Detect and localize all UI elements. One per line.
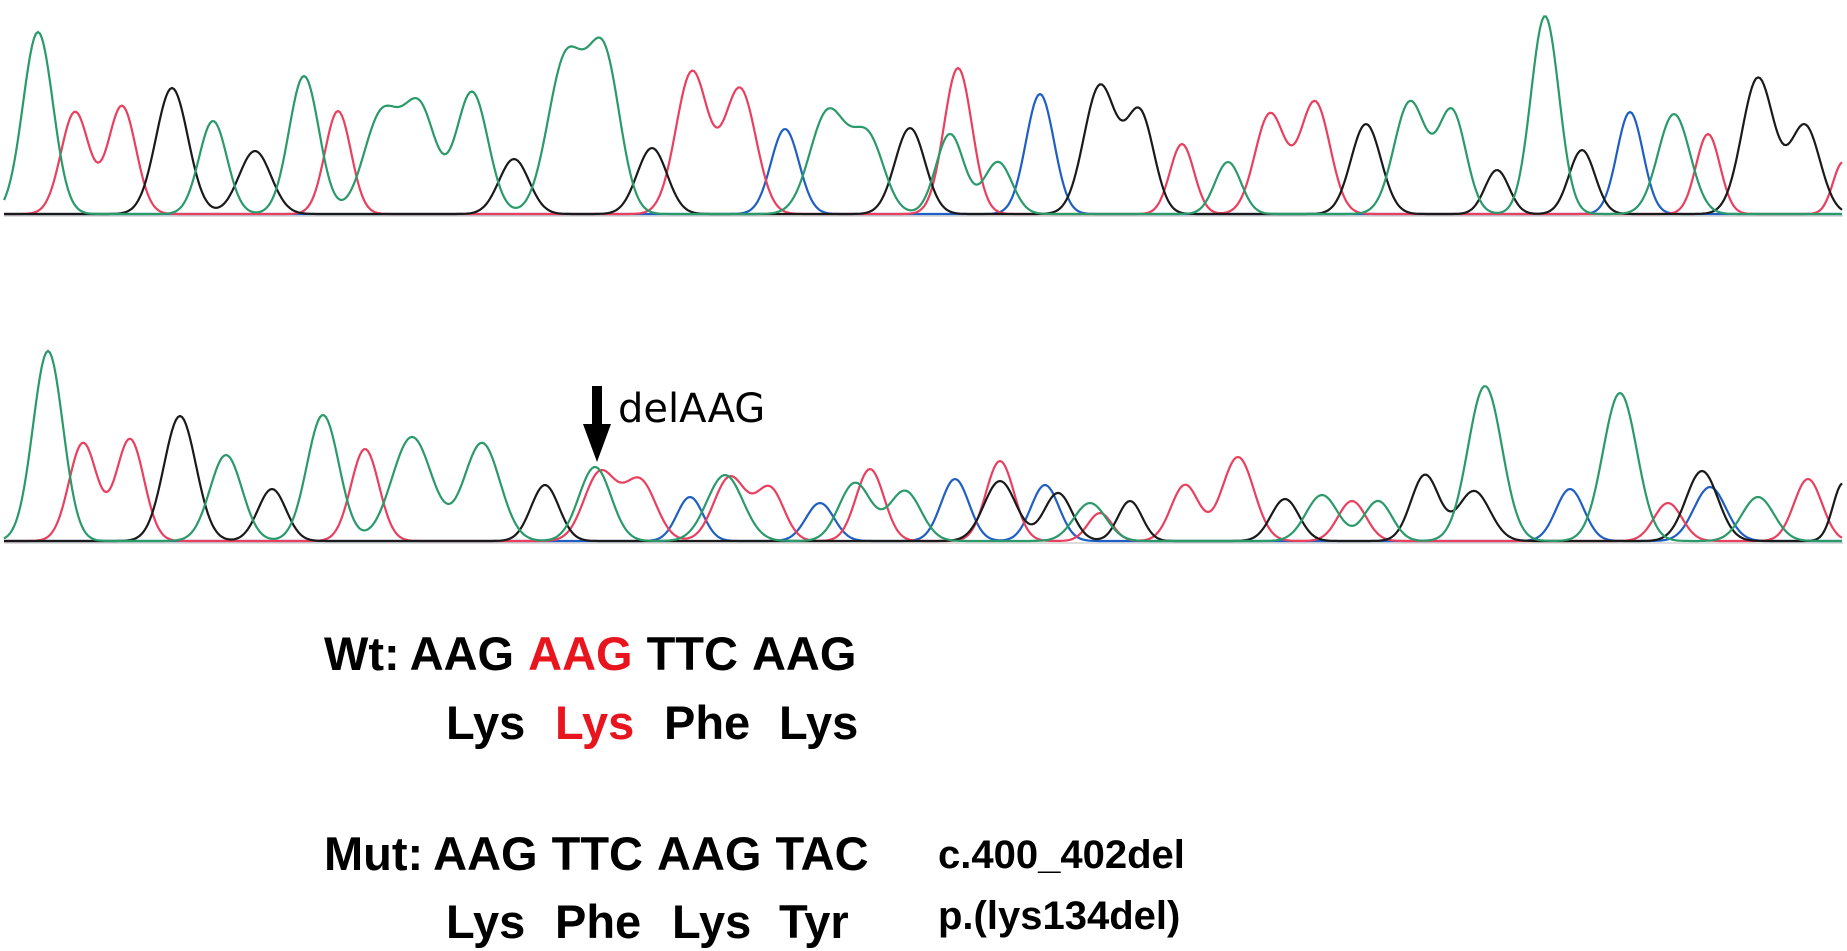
wildtype-aminoacid-row: Lys Lys Phe Lys bbox=[0, 699, 1847, 749]
mutant-label: Mut: bbox=[324, 827, 424, 880]
wildtype-aminoacid: Lys bbox=[555, 696, 635, 749]
trace-C bbox=[4, 478, 1842, 543]
wildtype-codon: AAG bbox=[409, 627, 515, 680]
mutant-chromatogram bbox=[3, 349, 1843, 544]
mutant-codon: TAC bbox=[775, 827, 869, 880]
mutant-codon: AAG bbox=[433, 827, 538, 880]
wildtype-aminoacid: Phe bbox=[664, 696, 751, 749]
mutant-codon-row: Mut: AAG TTC AAG TAC bbox=[324, 830, 883, 877]
mutant-aminoacid: Tyr bbox=[779, 895, 849, 948]
mutant-aminoacid: Phe bbox=[555, 895, 642, 948]
wildtype-codon-row: Wt: AAG AAG TTC AAG bbox=[324, 630, 870, 677]
wildtype-codon: TTC bbox=[646, 627, 738, 680]
deletion-arrow-icon bbox=[583, 386, 611, 462]
trace-A bbox=[3, 349, 1842, 543]
trace-G bbox=[4, 414, 1843, 543]
trace-T bbox=[4, 66, 1843, 216]
mutant-aminoacid-row: Lys Phe Lys Tyr bbox=[0, 898, 1847, 948]
mutant-aminoacid: Lys bbox=[446, 895, 526, 948]
mutant-aminoacid: Lys bbox=[672, 895, 752, 948]
wildtype-codon: AAG bbox=[528, 627, 633, 680]
wildtype-aminoacid: Lys bbox=[779, 696, 859, 749]
trace-G bbox=[4, 76, 1843, 216]
mutant-codon: AAG bbox=[657, 827, 762, 880]
protein-notation: p.(lys134del) bbox=[938, 894, 1181, 938]
wildtype-chromatogram bbox=[2, 15, 1843, 217]
wildtype-aminoacid: Lys bbox=[446, 696, 526, 749]
wildtype-label: Wt: bbox=[324, 627, 400, 680]
wildtype-codon: AAG bbox=[751, 627, 857, 680]
deletion-label: delAAG bbox=[618, 386, 766, 432]
cdna-notation: c.400_402del bbox=[938, 833, 1185, 877]
mutant-codon: TTC bbox=[551, 827, 643, 880]
trace-A bbox=[2, 15, 1842, 216]
